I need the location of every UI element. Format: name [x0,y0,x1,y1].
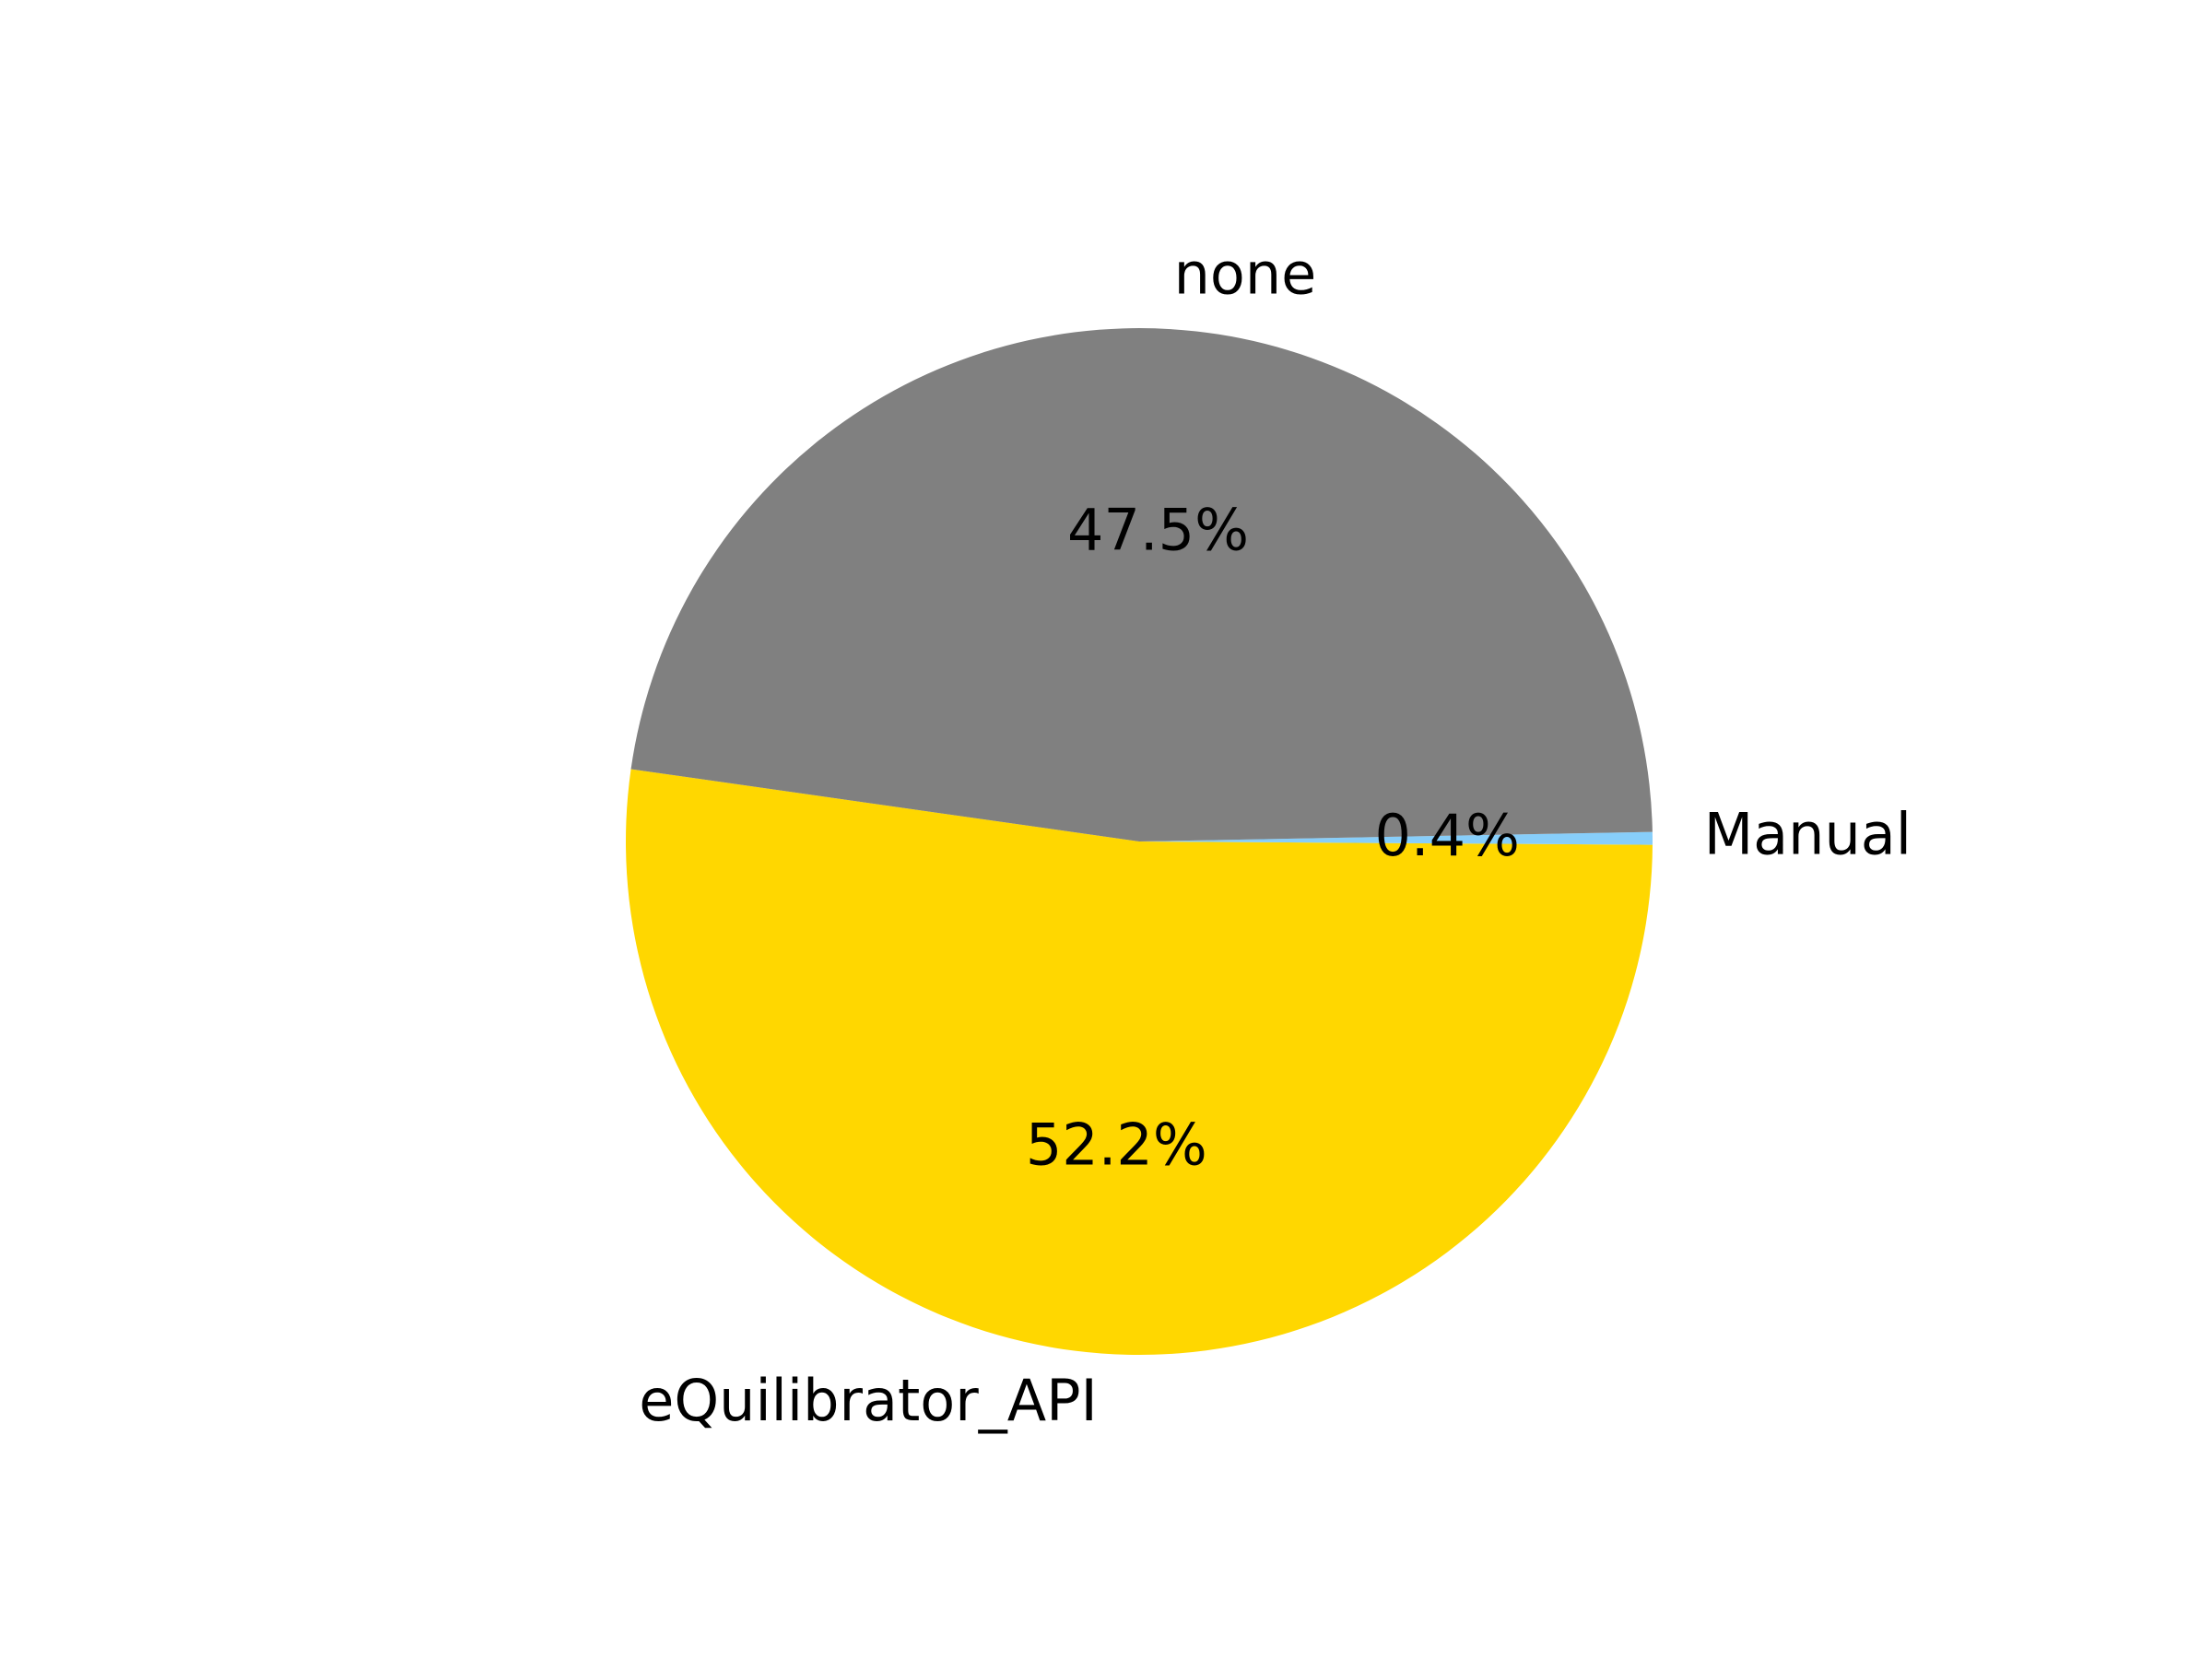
percentage-label: 52.2% [1026,1111,1207,1178]
pie-slices [626,328,1653,1356]
slice-label: eQuilibrator_API [639,1367,1098,1434]
pie-slice-none [630,328,1653,842]
percentage-label: 47.5% [1067,496,1249,563]
pie-slice-manual [1139,831,1653,845]
pie-labels: eQuilibrator_API 52.2% Manual 0.4% none 47.5% [639,241,1912,1435]
pie-slice-equilibrator-api [626,769,1653,1356]
slice-label: Manual [1704,800,1912,867]
percentage-label: 0.4% [1374,802,1520,869]
slice-label: none [1174,241,1317,308]
